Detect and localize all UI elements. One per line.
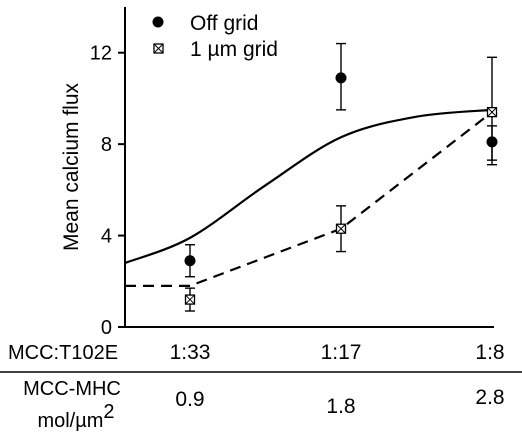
y-tick-label: 8 (101, 134, 112, 156)
row-label-mol-per-um2: mol/µm2 (37, 401, 114, 432)
row2-value-3: 2.8 (475, 386, 504, 409)
point-off-grid (184, 255, 196, 267)
y-tick-label: 12 (90, 43, 112, 65)
y-tick-label: 0 (101, 317, 112, 339)
row1-value-3: 1:8 (475, 341, 504, 364)
axes (124, 7, 494, 328)
y-tick-label: 4 (101, 226, 112, 248)
legend: Off grid 1 µm grid (152, 12, 278, 61)
row-label-unit: mol/µm (37, 410, 103, 432)
point-1um-grid-cross (487, 107, 497, 117)
legend-label-off-grid: Off grid (190, 12, 258, 35)
row1-value-2: 1:17 (321, 341, 362, 364)
y-ticks: 0 4 8 12 (90, 43, 125, 339)
legend-label-1um-grid: 1 µm grid (190, 38, 278, 61)
point-off-grid (335, 72, 347, 84)
fit-curve-1um-grid (125, 111, 493, 287)
fit-curve-off-grid (124, 108, 493, 265)
point-1um-grid (335, 223, 347, 234)
row2-value-1: 0.9 (175, 388, 204, 411)
legend-marker-off-grid (152, 16, 164, 28)
y-axis-label: Mean calcium flux (60, 82, 83, 251)
row2-value-2: 1.8 (326, 395, 355, 418)
row1-value-1: 1:33 (170, 341, 211, 364)
point-1um-grid (184, 294, 196, 305)
point-off-grid (486, 136, 498, 148)
point-1um-grid-cross (185, 294, 195, 305)
row-label-mcc-mhc: MCC-MHC (23, 378, 121, 400)
row-label-unit-exponent: 2 (103, 401, 114, 423)
condition-table: MCC:T102E 1:33 1:17 1:8 MCC-MHC mol/µm2 … (0, 341, 522, 432)
point-1um-grid (486, 106, 498, 118)
fit-curves (124, 108, 493, 287)
row-label-mcc-t102e: MCC:T102E (8, 342, 118, 364)
point-1um-grid-cross (336, 223, 346, 234)
legend-marker-1um-grid-cross-b (153, 43, 164, 54)
data-points (184, 72, 498, 305)
